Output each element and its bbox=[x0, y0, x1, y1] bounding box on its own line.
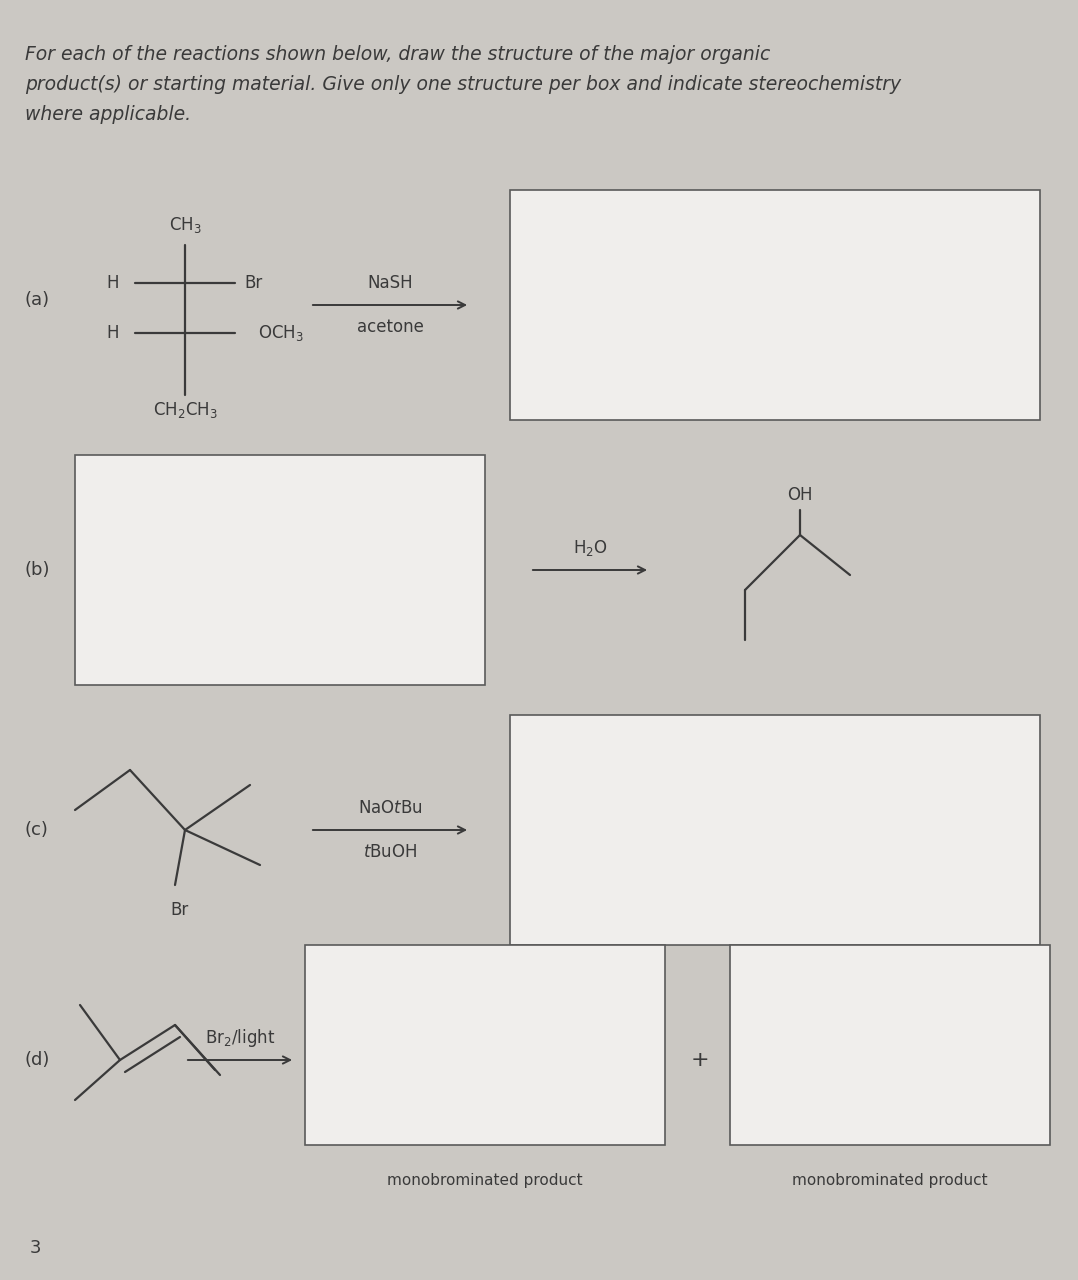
Text: Br: Br bbox=[244, 274, 262, 292]
Text: CH$_3$: CH$_3$ bbox=[168, 215, 202, 236]
Text: monobrominated product: monobrominated product bbox=[387, 1172, 583, 1188]
Text: NaSH: NaSH bbox=[368, 274, 413, 292]
Bar bbox=[305, 945, 665, 1146]
Text: H: H bbox=[107, 274, 120, 292]
Text: 3: 3 bbox=[30, 1239, 41, 1257]
Bar bbox=[730, 945, 1050, 1146]
Text: (b): (b) bbox=[25, 561, 51, 579]
Text: monobrominated product: monobrominated product bbox=[792, 1172, 987, 1188]
Text: (d): (d) bbox=[25, 1051, 51, 1069]
Bar bbox=[510, 716, 1040, 945]
Text: product(s) or starting material. Give only one structure per box and indicate st: product(s) or starting material. Give on… bbox=[25, 76, 901, 95]
Text: For each of the reactions shown below, draw the structure of the major organic: For each of the reactions shown below, d… bbox=[25, 46, 771, 64]
Text: Br: Br bbox=[171, 901, 189, 919]
Text: OCH$_3$: OCH$_3$ bbox=[258, 323, 304, 343]
Text: acetone: acetone bbox=[357, 317, 424, 335]
Text: where applicable.: where applicable. bbox=[25, 105, 191, 124]
Text: OH: OH bbox=[787, 486, 813, 504]
Bar bbox=[510, 189, 1040, 420]
Text: H: H bbox=[107, 324, 120, 342]
Text: CH$_2$CH$_3$: CH$_2$CH$_3$ bbox=[152, 399, 218, 420]
Text: +: + bbox=[691, 1050, 709, 1070]
Text: (c): (c) bbox=[25, 820, 49, 838]
Text: H$_2$O: H$_2$O bbox=[572, 538, 607, 558]
Text: NaO$t$Bu: NaO$t$Bu bbox=[358, 799, 423, 817]
Bar bbox=[75, 454, 485, 685]
Text: Br$_2$/light: Br$_2$/light bbox=[205, 1027, 275, 1050]
Text: $t$BuOH: $t$BuOH bbox=[363, 844, 417, 861]
Text: (a): (a) bbox=[25, 291, 50, 308]
